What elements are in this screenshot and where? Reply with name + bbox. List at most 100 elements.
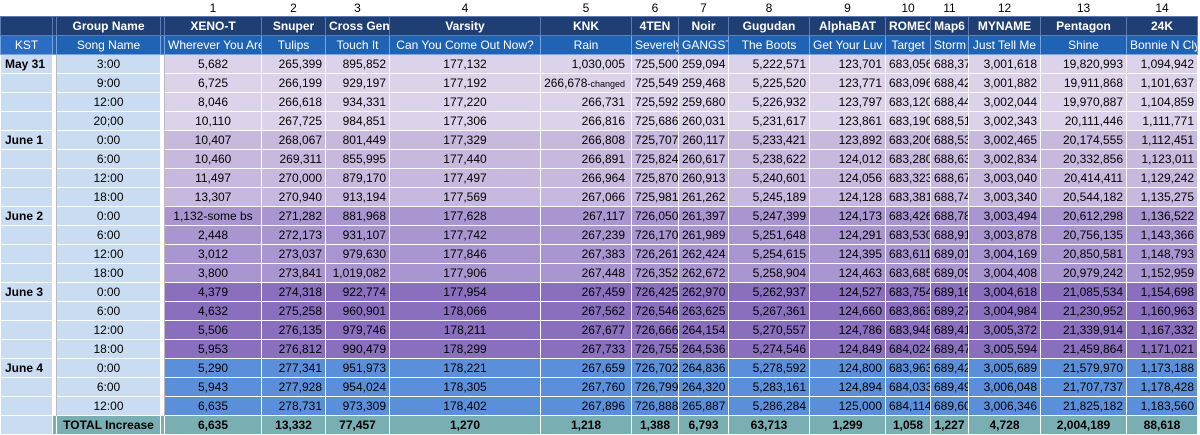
value-cell[interactable]: 267,448 xyxy=(540,263,632,283)
date-cell[interactable]: May 31 xyxy=(0,54,53,74)
group-name-cell[interactable]: Snuper xyxy=(261,16,326,36)
value-cell[interactable]: 124,012 xyxy=(809,149,886,169)
date-cell[interactable] xyxy=(0,92,53,112)
value-cell[interactable]: 21,085,534 xyxy=(1040,282,1127,302)
value-cell[interactable]: 726,425 xyxy=(631,282,679,302)
value-cell[interactable]: 19,970,887 xyxy=(1040,92,1127,112)
value-cell[interactable]: 259,680 xyxy=(678,92,729,112)
value-cell[interactable]: 688,442 xyxy=(930,92,969,112)
value-cell[interactable]: 21,579,970 xyxy=(1040,358,1127,378)
value-cell[interactable]: 264,536 xyxy=(678,339,729,359)
total-value-cell[interactable]: 4,728 xyxy=(968,415,1041,435)
value-cell[interactable]: 5,254,615 xyxy=(728,244,810,264)
value-cell[interactable]: 3,002,465 xyxy=(968,130,1041,150)
value-cell[interactable]: 3,005,372 xyxy=(968,320,1041,340)
value-cell[interactable]: 124,291 xyxy=(809,225,886,245)
value-cell[interactable]: 726,755 xyxy=(631,339,679,359)
song-name-cell[interactable]: Severely xyxy=(631,35,679,55)
value-cell[interactable]: 3,002,343 xyxy=(968,111,1041,131)
value-cell[interactable]: 689,498 xyxy=(930,377,969,397)
value-cell[interactable]: 21,707,737 xyxy=(1040,377,1127,397)
value-cell[interactable]: 688,676 xyxy=(930,168,969,188)
value-cell[interactable]: 684,024 xyxy=(885,339,931,359)
value-cell[interactable]: 266,678-changed xyxy=(540,73,632,93)
group-name-cell[interactable]: Cross Gene xyxy=(325,16,390,36)
value-cell[interactable]: 3,012 xyxy=(164,244,262,264)
group-name-cell[interactable]: MYNAME xyxy=(968,16,1041,36)
group-name-cell[interactable]: Pentagon xyxy=(1040,16,1127,36)
value-cell[interactable]: 123,861 xyxy=(809,111,886,131)
value-cell[interactable]: 269,311 xyxy=(261,149,326,169)
value-cell[interactable]: 3,800 xyxy=(164,263,262,283)
value-cell[interactable]: 264,154 xyxy=(678,320,729,340)
group-name-cell[interactable]: 24K xyxy=(1126,16,1198,36)
value-cell[interactable]: 267,725 xyxy=(261,111,326,131)
value-cell[interactable]: 979,630 xyxy=(325,244,390,264)
value-cell[interactable]: 260,031 xyxy=(678,111,729,131)
group-name-cell[interactable]: ROMEO xyxy=(885,16,931,36)
value-cell[interactable]: 1,123,011 xyxy=(1126,149,1198,169)
value-cell[interactable]: 683,948 xyxy=(885,320,931,340)
value-cell[interactable]: 3,001,618 xyxy=(968,54,1041,74)
value-cell[interactable]: 275,258 xyxy=(261,301,326,321)
value-cell[interactable]: 3,005,689 xyxy=(968,358,1041,378)
value-cell[interactable]: 13,307 xyxy=(164,187,262,207)
value-cell[interactable]: 689,277 xyxy=(930,301,969,321)
group-name-cell[interactable]: Map6 xyxy=(930,16,969,36)
time-cell[interactable]: 6:00 xyxy=(56,301,161,321)
song-name-cell[interactable]: Get Your Luv xyxy=(809,35,886,55)
value-cell[interactable]: 683,611 xyxy=(885,244,931,264)
value-cell[interactable]: 273,037 xyxy=(261,244,326,264)
value-cell[interactable]: 8,046 xyxy=(164,92,262,112)
time-cell[interactable]: 6:00 xyxy=(56,377,161,397)
value-cell[interactable]: 990,479 xyxy=(325,339,390,359)
value-cell[interactable]: 683,863 xyxy=(885,301,931,321)
value-cell[interactable]: 726,050 xyxy=(631,206,679,226)
value-cell[interactable]: 263,625 xyxy=(678,301,729,321)
value-cell[interactable]: 20,850,581 xyxy=(1040,244,1127,264)
value-cell[interactable]: 5,226,932 xyxy=(728,92,810,112)
value-cell[interactable]: 124,173 xyxy=(809,206,886,226)
value-cell[interactable]: 177,497 xyxy=(389,168,541,188)
value-cell[interactable]: 277,928 xyxy=(261,377,326,397)
song-name-cell[interactable]: The Boots xyxy=(728,35,810,55)
value-cell[interactable]: 3,004,984 xyxy=(968,301,1041,321)
value-cell[interactable]: 684,114 xyxy=(885,396,931,416)
total-value-cell[interactable]: 63,713 xyxy=(728,415,810,435)
value-cell[interactable]: 689,420 xyxy=(930,358,969,378)
song-name-cell[interactable]: Wherever You Are xyxy=(164,35,262,55)
date-cell[interactable] xyxy=(0,244,53,264)
value-cell[interactable]: 178,299 xyxy=(389,339,541,359)
total-value-cell[interactable]: 77,457 xyxy=(325,415,390,435)
value-cell[interactable]: 1,019,082 xyxy=(325,263,390,283)
value-cell[interactable]: 683,381 xyxy=(885,187,931,207)
time-cell[interactable]: 0:00 xyxy=(56,130,161,150)
song-name-cell[interactable]: Touch It xyxy=(325,35,390,55)
value-cell[interactable]: 1,111,771 xyxy=(1126,111,1198,131)
value-cell[interactable]: 1,173,188 xyxy=(1126,358,1198,378)
value-cell[interactable]: 21,825,182 xyxy=(1040,396,1127,416)
value-cell[interactable]: 934,331 xyxy=(325,92,390,112)
value-cell[interactable]: 266,618 xyxy=(261,92,326,112)
value-cell[interactable]: 725,870 xyxy=(631,168,679,188)
value-cell[interactable]: 1,132-some bs xyxy=(164,206,262,226)
value-cell[interactable]: 689,097 xyxy=(930,263,969,283)
value-cell[interactable]: 5,251,648 xyxy=(728,225,810,245)
value-cell[interactable]: 267,659 xyxy=(540,358,632,378)
value-cell[interactable]: 1,183,560 xyxy=(1126,396,1198,416)
value-cell[interactable]: 272,173 xyxy=(261,225,326,245)
value-cell[interactable]: 19,820,993 xyxy=(1040,54,1127,74)
value-cell[interactable]: 725,500 xyxy=(631,54,679,74)
value-cell[interactable]: 266,816 xyxy=(540,111,632,131)
value-cell[interactable]: 124,660 xyxy=(809,301,886,321)
value-cell[interactable]: 5,682 xyxy=(164,54,262,74)
date-cell[interactable] xyxy=(0,320,53,340)
value-cell[interactable]: 1,178,428 xyxy=(1126,377,1198,397)
value-cell[interactable]: 689,601 xyxy=(930,396,969,416)
value-cell[interactable]: 1,171,021 xyxy=(1126,339,1198,359)
date-cell[interactable] xyxy=(0,73,53,93)
value-cell[interactable]: 10,110 xyxy=(164,111,262,131)
date-cell[interactable] xyxy=(0,396,53,416)
value-cell[interactable]: 683,206 xyxy=(885,130,931,150)
value-cell[interactable]: 984,851 xyxy=(325,111,390,131)
